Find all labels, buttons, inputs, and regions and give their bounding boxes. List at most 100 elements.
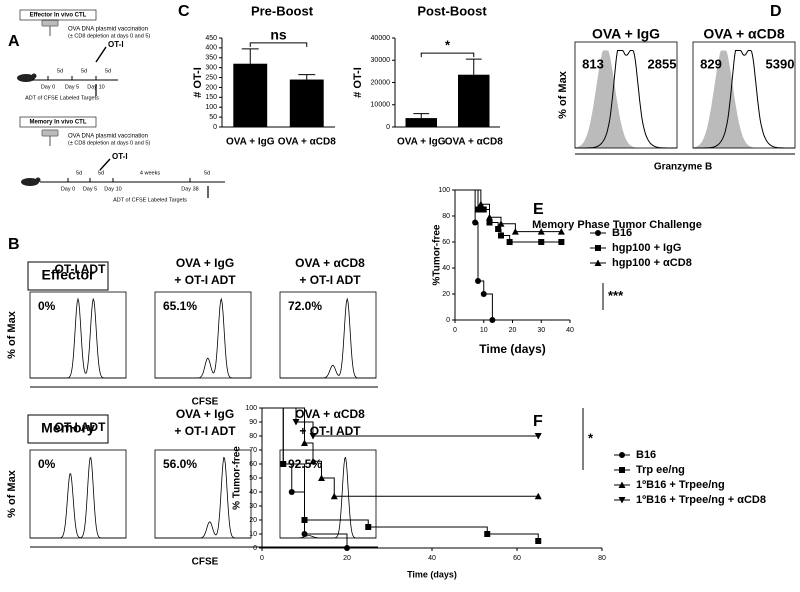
x-tick-label: 0 [260,555,264,562]
marker [330,492,338,500]
interval-label: 5d [57,68,63,74]
y-tick-label: 70 [249,447,257,454]
marker [511,228,519,235]
protocol-text: (± CD8 depletion at days 0 and 5) [68,140,150,146]
group-label: Memory [41,420,95,436]
legend-marker [595,230,601,236]
marker [318,474,325,481]
error-bar [465,58,482,75]
column-title: + OT-I ADT [174,424,236,438]
survival-line [455,189,562,243]
significance-bracket [420,52,475,58]
protocol-text: ADT of CFSE Labeled Targets [25,95,99,101]
y-tick-label: 20 [249,517,257,524]
x-tick-label: 20 [343,555,351,562]
cells-label: OT-I [112,152,128,161]
y-tick-label: 90 [249,419,257,426]
protocol-title: Memory In vivo CTL [29,120,86,126]
y-axis-label: # OT-I [192,67,204,98]
histogram-frame [154,449,252,539]
marker [280,461,287,467]
histogram [30,456,126,539]
y-tick-label: 0 [386,124,390,131]
y-tick-label: 50 [249,475,257,482]
histogram [155,456,251,539]
survival-line [262,407,539,541]
significance-label: *** [608,288,624,303]
group-box [27,261,109,291]
x-tick-label: 40 [566,327,574,334]
significance-label: * [588,430,594,445]
y-tick-label: 400 [205,45,217,52]
y-tick-label: 40000 [371,35,391,42]
legend-label: B16 [612,227,632,239]
panel-letter: A [8,33,20,50]
column-title: OVA + IgG [592,26,660,42]
y-tick-label: 30 [249,503,257,510]
legend-label: hgp100 + αCD8 [612,257,692,269]
x-tick-label: OVA + αCD8 [445,137,504,148]
histogram-control [575,50,677,148]
y-tick-label: 30000 [371,57,391,64]
marker [538,239,545,245]
y-tick-label: 10000 [371,102,391,109]
marker [534,433,542,440]
histogram [30,297,126,379]
marker [534,492,542,500]
histogram-frame [574,41,678,149]
percent-label: 0% [38,299,56,313]
legend-label: 1ºB16 + Trpee/ng + αCD8 [636,494,766,506]
marker [537,228,545,235]
marker [486,219,493,226]
marker [506,239,513,245]
percent-label: 72.0% [288,299,322,313]
marker [292,419,300,426]
significance-label: * [445,38,451,53]
x-tick-label: 10 [480,327,488,334]
y-axis-label: % of Max [6,469,18,518]
panel-letter: D [770,3,782,20]
percent-label: 56.0% [163,457,197,471]
marker [365,524,372,530]
column-title: OVA + αCD8 [295,407,365,421]
interval-label: 5d [81,68,87,74]
error-bar [241,48,259,64]
control-value: 813 [582,56,604,71]
y-tick-label: 100 [205,104,217,111]
group-box [27,414,109,444]
marker [480,206,487,213]
y-tick-label: 250 [205,74,217,81]
y-tick-label: 300 [205,65,217,72]
x-tick-label: 20 [509,327,517,334]
legend-label: hgp100 + IgG [612,242,681,254]
marker [309,433,317,440]
interval-label: 5d [105,68,111,74]
mfi-value: 5390 [766,56,795,71]
chart-title: Pre-Boost [251,3,314,18]
marker [558,239,565,245]
y-tick-label: 80 [249,433,257,440]
percent-label: 0% [38,457,56,471]
column-title: + OT-I ADT [299,273,361,287]
error-bar [413,113,430,119]
y-tick-label: 100 [438,187,450,194]
error-bar [298,74,316,80]
y-tick-label: 60 [249,461,257,468]
legend-label: B16 [636,449,656,461]
column-title: OVA + αCD8 [703,26,785,42]
legend-marker [618,497,626,504]
bar [458,74,490,127]
bar [289,79,324,127]
y-tick-label: 350 [205,55,217,62]
protocol-text: ADT of CFSE Labeled Targets [113,197,187,203]
marker [535,538,542,544]
x-axis-label: Time (days) [407,569,457,579]
histogram [280,456,376,539]
day-label: Day 0 [41,84,55,90]
label-box [19,116,97,128]
x-axis-label: CFSE [192,397,219,408]
panel-letter: F [533,413,543,430]
y-tick-label: 0 [253,545,257,552]
bar [405,118,437,127]
